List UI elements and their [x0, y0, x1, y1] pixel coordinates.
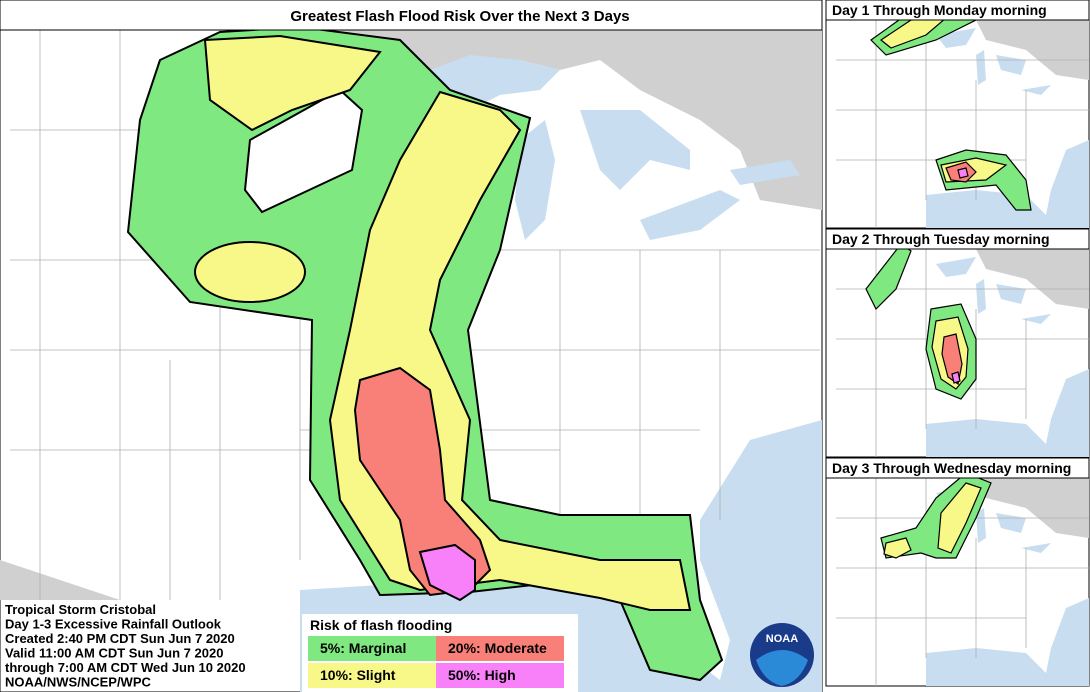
noaa-logo: NOAA	[750, 623, 814, 687]
inset-title-bar	[825, 457, 1090, 479]
inset: Day 2 Through Tuesday morning	[825, 228, 1090, 458]
great-lakes	[936, 28, 1051, 95]
ocean	[926, 140, 1089, 228]
moderate-area	[353, 366, 492, 597]
slight-area	[203, 34, 382, 132]
legend-label: 10%: Slight	[320, 667, 396, 683]
main-map: Greatest Flash Flood Risk Over the Next …	[0, 0, 823, 692]
legend-label: 5%: Marginal	[320, 640, 406, 656]
canada	[976, 478, 1089, 538]
legend-label: 20%: Moderate	[448, 640, 547, 656]
lake-michigan	[515, 120, 555, 240]
risk-area	[865, 243, 912, 311]
info-line: NOAA/NWS/NCEP/WPC	[5, 675, 152, 690]
lake-huron	[580, 110, 690, 190]
title-bar	[0, 0, 823, 31]
ocean	[926, 598, 1089, 686]
ocean	[926, 369, 1089, 457]
lake-erie	[640, 190, 740, 240]
mexico	[0, 560, 120, 600]
inset-title-bar	[825, 0, 1090, 21]
logo-text: NOAA	[766, 633, 798, 645]
risk-area	[883, 537, 912, 559]
great-lakes	[936, 257, 1051, 324]
inset: Day 1 Through Monday morning	[825, 0, 1090, 229]
info-line: Day 1-3 Excessive Rainfall Outlook	[5, 617, 222, 632]
lake-ontario	[730, 160, 800, 185]
inset-title: Day 3 Through Wednesday morning	[832, 460, 1071, 476]
slight-area	[194, 241, 306, 303]
risk-areas	[126, 25, 724, 682]
canada	[976, 20, 1089, 80]
risk-area	[941, 333, 963, 386]
legend-swatch	[436, 636, 564, 661]
legend-label: 50%: High	[448, 667, 516, 683]
info-line: Valid 11:00 AM CDT Sun Jun 7 2020	[5, 646, 223, 661]
main-title: Greatest Flash Flood Risk Over the Next …	[290, 8, 629, 25]
high-area	[418, 543, 476, 602]
inset-title: Day 1 Through Monday morning	[832, 2, 1047, 18]
canada	[976, 249, 1089, 309]
risk-area	[937, 482, 982, 554]
legend-items: 5%: Marginal 10%: Slight 20%: Moderate 50%:…	[308, 636, 564, 688]
legend-swatch	[308, 663, 436, 688]
info-line: through 7:00 AM CDT Wed Jun 10 2020	[5, 660, 246, 675]
risk-area	[879, 17, 948, 49]
legend: Risk of flash flooding 5%: Marginal 10%: …	[302, 614, 578, 692]
inset: Day 3 Through Wednesday morning	[825, 457, 1090, 687]
info-line: Tropical Storm Cristobal	[5, 602, 156, 617]
legend-title: Risk of flash flooding	[310, 617, 452, 633]
inset-title-bar	[825, 228, 1090, 250]
state-lines	[836, 20, 1089, 228]
insets: Day 1 Through Monday morning Day 2 Throug…	[825, 0, 1090, 687]
risk-area	[951, 371, 961, 384]
legend-swatch	[308, 636, 436, 661]
risk-area	[957, 167, 969, 179]
info-line: Created 2:40 PM CDT Sun Jun 7 2020	[5, 631, 235, 646]
inset-title: Day 2 Through Tuesday morning	[832, 231, 1050, 247]
legend-swatch	[436, 663, 564, 688]
logo-wave	[756, 650, 808, 686]
